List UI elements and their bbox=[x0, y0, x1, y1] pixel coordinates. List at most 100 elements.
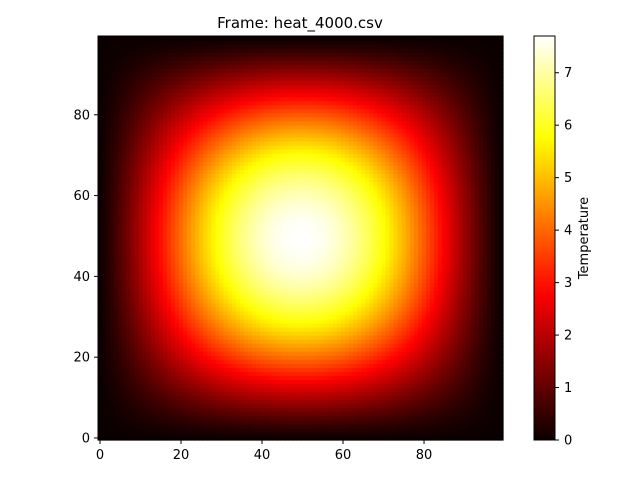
heatmap-cell bbox=[349, 411, 354, 417]
heatmap-cell bbox=[422, 310, 427, 316]
heatmap-cell bbox=[320, 250, 326, 255]
heatmap-cell bbox=[260, 399, 265, 405]
heatmap-cell bbox=[345, 334, 350, 340]
heatmap-cell bbox=[195, 254, 200, 259]
heatmap-cell bbox=[454, 351, 460, 356]
heatmap-cell bbox=[243, 383, 249, 389]
heatmap-cell bbox=[102, 339, 107, 344]
heatmap-cell bbox=[227, 266, 233, 271]
heatmap-cell bbox=[417, 246, 423, 251]
heatmap-cell bbox=[272, 334, 277, 340]
heatmap-cell bbox=[130, 355, 136, 360]
heatmap-cell bbox=[251, 310, 257, 316]
heatmap-cell bbox=[102, 250, 107, 255]
heatmap-cell bbox=[199, 355, 204, 360]
heatmap-cell bbox=[288, 415, 293, 421]
heatmap-cell bbox=[122, 242, 127, 247]
heatmap-cell bbox=[191, 318, 196, 324]
heatmap-cell bbox=[292, 391, 298, 397]
heatmap-cell bbox=[166, 334, 172, 340]
heatmap-cell bbox=[219, 262, 225, 267]
heatmap-cell bbox=[458, 278, 464, 284]
heatmap-cell bbox=[239, 363, 245, 368]
heatmap-cell bbox=[478, 355, 484, 360]
heatmap-cell bbox=[239, 371, 245, 376]
heatmap-cell bbox=[446, 294, 451, 300]
heatmap-cell bbox=[227, 306, 233, 312]
heatmap-cell bbox=[247, 334, 253, 340]
heatmap-cell bbox=[110, 363, 115, 368]
heatmap-cell bbox=[288, 391, 293, 397]
heatmap-cell bbox=[450, 266, 455, 271]
heatmap-cell bbox=[486, 314, 492, 320]
heatmap-cell bbox=[353, 391, 358, 397]
heatmap-cell bbox=[426, 262, 431, 267]
heatmap-cell bbox=[316, 314, 322, 320]
heatmap-cell bbox=[146, 431, 152, 437]
heatmap-cell bbox=[106, 403, 111, 409]
heatmap-cell bbox=[486, 431, 492, 437]
heatmap-cell bbox=[215, 419, 221, 425]
heatmap-cell bbox=[345, 286, 350, 292]
heatmap-cell bbox=[146, 427, 152, 433]
heatmap-cell bbox=[409, 262, 415, 267]
heatmap-cell bbox=[251, 359, 257, 364]
heatmap-cell bbox=[442, 395, 447, 401]
heatmap-cell bbox=[422, 403, 427, 409]
heatmap-cell bbox=[466, 306, 472, 312]
heatmap-cell bbox=[174, 258, 180, 263]
heatmap-cell bbox=[235, 379, 241, 385]
heatmap-cell bbox=[430, 371, 435, 376]
heatmap-cell bbox=[454, 262, 460, 267]
heatmap-cell bbox=[320, 359, 326, 364]
heatmap-cell bbox=[211, 310, 217, 316]
heatmap-cell bbox=[166, 242, 172, 247]
heatmap-cell bbox=[438, 302, 443, 308]
heatmap-cell bbox=[365, 258, 370, 263]
heatmap-cell bbox=[179, 290, 184, 296]
heatmap-cell bbox=[142, 306, 148, 312]
heatmap-cell bbox=[434, 383, 439, 389]
heatmap-cell bbox=[106, 367, 111, 372]
heatmap-cell bbox=[454, 266, 460, 271]
heatmap-cell bbox=[462, 298, 468, 304]
heatmap-cell bbox=[110, 326, 115, 332]
heatmap-cell bbox=[426, 278, 431, 284]
heatmap-cell bbox=[361, 298, 366, 304]
heatmap-cell bbox=[373, 254, 379, 259]
heatmap-cell bbox=[381, 318, 387, 324]
heatmap-cell bbox=[223, 395, 229, 401]
heatmap-cell bbox=[304, 282, 310, 288]
heatmap-cell bbox=[150, 375, 156, 380]
heatmap-cell bbox=[146, 330, 152, 336]
heatmap-cell bbox=[215, 375, 221, 380]
heatmap-cell bbox=[284, 334, 289, 340]
heatmap-cell bbox=[442, 242, 447, 247]
heatmap-cell bbox=[272, 387, 277, 393]
heatmap-cell bbox=[122, 306, 127, 312]
heatmap-cell bbox=[462, 431, 468, 437]
heatmap-cell bbox=[170, 298, 176, 304]
heatmap-cell bbox=[300, 371, 306, 376]
heatmap-cell bbox=[474, 326, 480, 332]
heatmap-cell bbox=[268, 391, 273, 397]
heatmap-cell bbox=[296, 274, 302, 279]
heatmap-cell bbox=[401, 395, 407, 401]
heatmap-cell bbox=[385, 407, 391, 413]
heatmap-cell bbox=[434, 343, 439, 348]
heatmap-cell bbox=[146, 347, 152, 352]
heatmap-cell bbox=[179, 423, 184, 429]
heatmap-cell bbox=[349, 238, 354, 243]
heatmap-cell bbox=[405, 427, 411, 433]
heatmap-cell bbox=[446, 274, 451, 279]
heatmap-cell bbox=[207, 266, 212, 271]
heatmap-cell bbox=[300, 347, 306, 352]
heatmap-cell bbox=[312, 282, 318, 288]
heatmap-cell bbox=[332, 391, 338, 397]
heatmap-cell bbox=[130, 334, 136, 340]
heatmap-cell bbox=[251, 314, 257, 320]
heatmap-cell bbox=[191, 250, 196, 255]
heatmap-cell bbox=[243, 242, 249, 247]
heatmap-cell bbox=[231, 250, 237, 255]
heatmap-cell bbox=[219, 407, 225, 413]
